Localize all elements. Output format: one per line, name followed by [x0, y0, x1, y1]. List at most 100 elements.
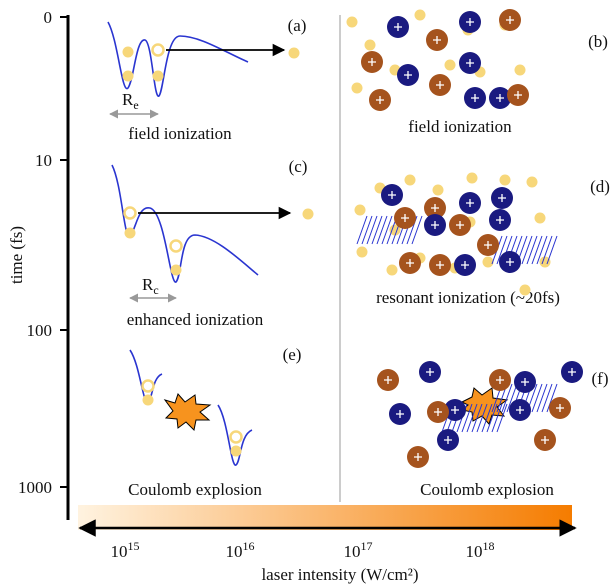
x-axis-label: laser intensity (W/cm²) — [261, 565, 418, 584]
ion-charge — [404, 71, 412, 79]
ion-charge — [436, 261, 444, 269]
electron-hole — [169, 239, 183, 253]
potential-curve — [217, 404, 253, 466]
electron-hole — [151, 43, 165, 57]
ion-charge — [461, 261, 469, 269]
explosion — [163, 393, 212, 432]
tick-exponent: 15 — [128, 539, 140, 553]
distance-base: R — [122, 90, 134, 109]
distance-base: R — [142, 275, 154, 294]
ion-charge — [431, 221, 439, 229]
ion-charge — [496, 216, 504, 224]
potential-curve — [107, 21, 249, 97]
y-tick-label: 100 — [27, 321, 53, 340]
intensity-gradient — [78, 505, 572, 530]
electron — [122, 70, 134, 82]
ion-charge — [426, 368, 434, 376]
tick-exponent: 17 — [361, 539, 373, 553]
laser-field — [356, 215, 423, 245]
panel-caption: Coulomb explosion — [420, 480, 554, 499]
y-tick-label: 10 — [35, 151, 52, 170]
ion-charge — [496, 376, 504, 384]
electron — [124, 227, 136, 239]
electron — [230, 445, 242, 457]
ion-charge — [388, 191, 396, 199]
electron-hole — [229, 430, 243, 444]
ion-charge — [484, 241, 492, 249]
electron — [142, 394, 154, 406]
tick-base: 10 — [466, 542, 483, 561]
tick-exponent: 16 — [243, 539, 255, 553]
electron — [514, 64, 526, 76]
ion-charge — [466, 199, 474, 207]
ion-charge — [496, 94, 504, 102]
electron — [466, 172, 478, 184]
distance-label: Rc — [142, 275, 159, 297]
potential-curve — [129, 349, 163, 403]
ion-charge — [406, 259, 414, 267]
ion-charge — [394, 23, 402, 31]
ion-charge — [471, 94, 479, 102]
panel-letter: (a) — [288, 16, 307, 35]
x-tick-label: 1018 — [466, 539, 495, 561]
tick-base: 10 — [344, 542, 361, 561]
electron — [152, 70, 164, 82]
ion-charge — [466, 59, 474, 67]
panel-caption: enhanced ionization — [127, 310, 264, 329]
potential-curve — [111, 164, 259, 283]
electron — [414, 9, 426, 21]
distance-sub: c — [153, 283, 158, 297]
electron — [364, 39, 376, 51]
x-tick-label: 1016 — [226, 539, 255, 561]
panel-letter: (e) — [283, 345, 302, 364]
x-tick-label: 1017 — [344, 539, 373, 561]
electron — [354, 204, 366, 216]
ion-charge — [541, 436, 549, 444]
electron — [539, 256, 551, 268]
ion-charge — [521, 378, 529, 386]
laser-field — [491, 383, 558, 413]
ion-charge — [444, 436, 452, 444]
electron — [519, 284, 531, 296]
electron — [404, 174, 416, 186]
ion-charge — [516, 406, 524, 414]
electron — [302, 208, 314, 220]
ion-charge — [506, 16, 514, 24]
ion-charge — [434, 408, 442, 416]
tick-base: 10 — [226, 542, 243, 561]
electron — [386, 264, 398, 276]
ion-charge — [414, 453, 422, 461]
ion-charge — [384, 376, 392, 384]
electron — [122, 46, 134, 58]
ion-charge — [376, 96, 384, 104]
x-tick-label: 1015 — [111, 539, 140, 561]
ion-charge — [568, 368, 576, 376]
ion-charge — [466, 18, 474, 26]
panel-caption: field ionization — [408, 117, 512, 136]
electron-hole — [141, 379, 155, 393]
electron — [346, 16, 358, 28]
panel-letter: (f) — [592, 369, 609, 388]
electron — [351, 82, 363, 94]
ion-charge — [506, 258, 514, 266]
panel-caption: field ionization — [128, 124, 232, 143]
panel-letter: (d) — [590, 177, 610, 196]
electron — [288, 47, 300, 59]
panel-letter: (c) — [289, 157, 308, 176]
ion-charge — [431, 204, 439, 212]
ion-charge — [498, 194, 506, 202]
ion-charge — [433, 36, 441, 44]
y-tick-label: 0 — [44, 8, 53, 27]
ion-charge — [401, 214, 409, 222]
electron — [170, 264, 182, 276]
panel-caption: resonant ionization (~20fs) — [376, 288, 560, 307]
electron — [534, 212, 546, 224]
electron — [444, 59, 456, 71]
ion-charge — [556, 404, 564, 412]
ion-charge — [451, 406, 459, 414]
ion-charge — [456, 221, 464, 229]
tick-base: 10 — [111, 542, 128, 561]
ion-charge — [396, 410, 404, 418]
explosion — [460, 387, 509, 425]
